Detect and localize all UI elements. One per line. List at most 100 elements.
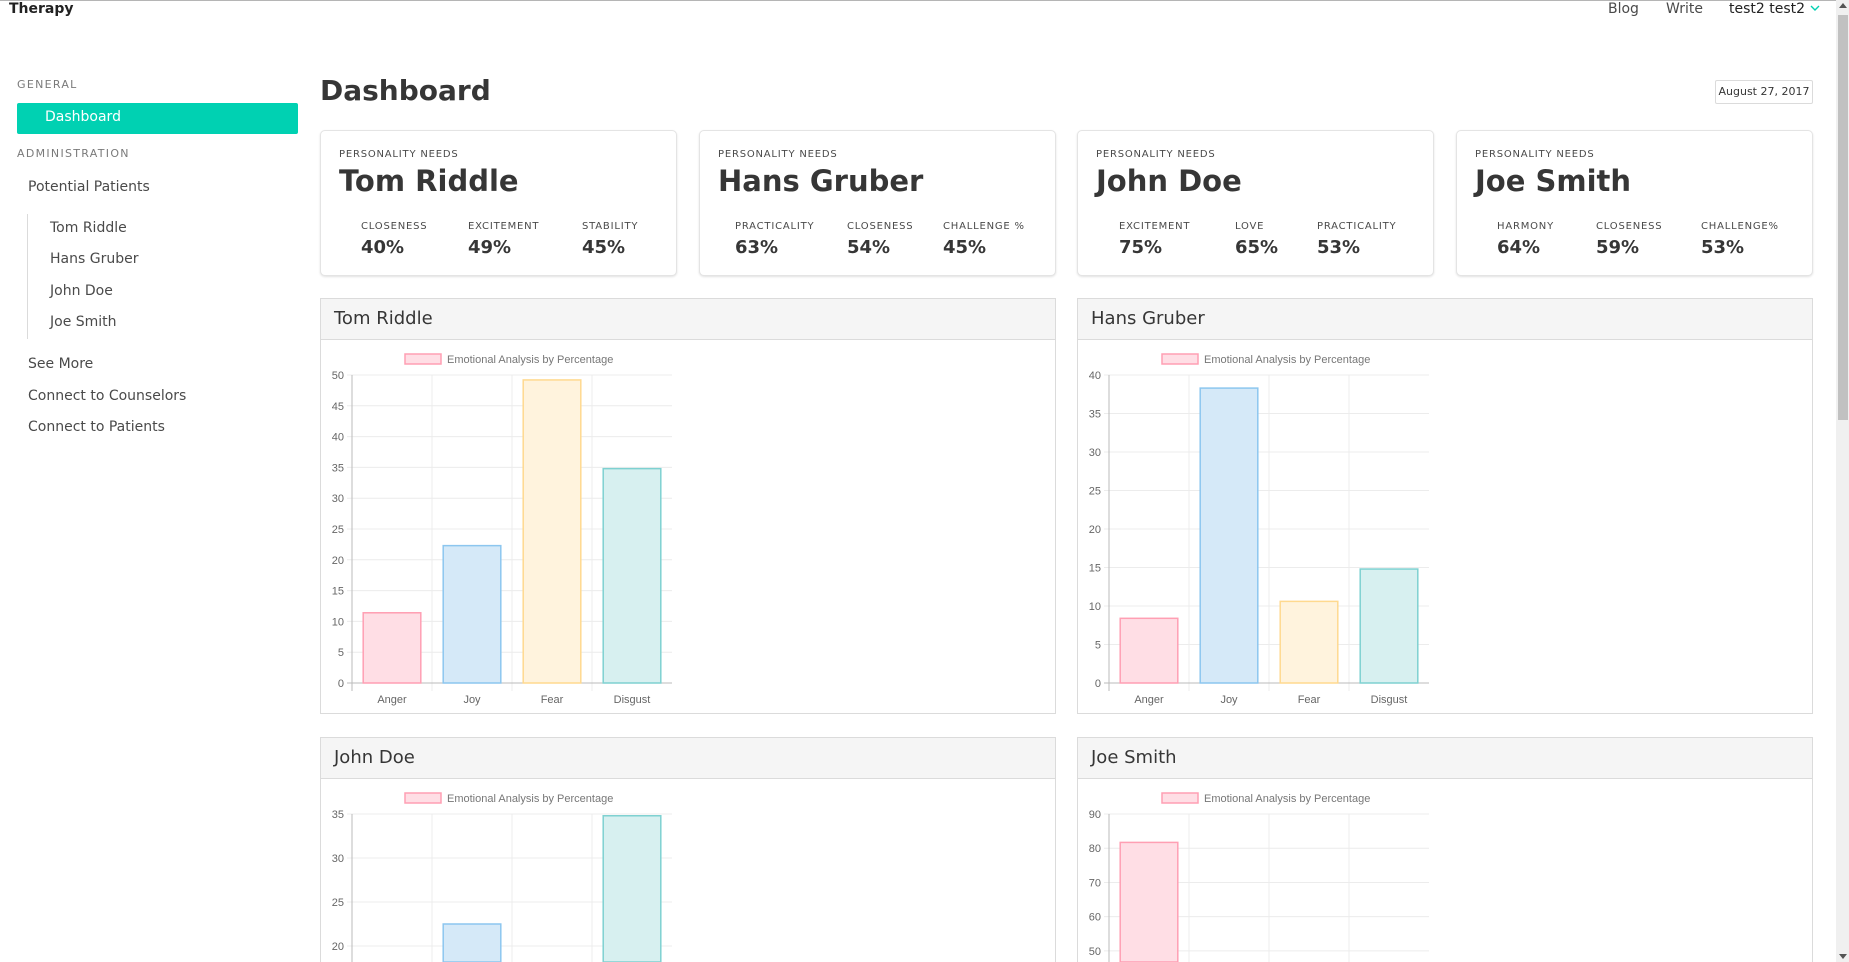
- y-tick-label: 0: [338, 678, 344, 690]
- card-kicker: PERSONALITY NEEDS: [1096, 149, 1216, 160]
- legend-swatch: [1161, 792, 1199, 804]
- scroll-down-icon[interactable]: [1839, 954, 1847, 959]
- metric-value: 49%: [468, 237, 512, 258]
- y-tick-label: 35: [332, 462, 344, 474]
- card-metric: EXCITEMENT 49%: [468, 221, 539, 258]
- sidebar-item-joe-smith[interactable]: Joe Smith: [50, 314, 117, 330]
- sidebar-item-potential-patients[interactable]: Potential Patients: [28, 179, 150, 195]
- metric-label: CLOSENESS: [361, 221, 428, 232]
- metric-value: 45%: [943, 237, 987, 258]
- page-scrollbar[interactable]: [1836, 0, 1849, 962]
- y-tick-label: 20: [332, 941, 344, 953]
- panel-title: Tom Riddle: [321, 299, 1055, 340]
- chevron-down-icon[interactable]: [1808, 2, 1822, 14]
- card-metric: EXCITEMENT 75%: [1119, 221, 1190, 258]
- bar-disgust: [1359, 568, 1419, 684]
- card-metric: CLOSENESS 54%: [847, 221, 913, 258]
- sidebar-item-tom-riddle[interactable]: Tom Riddle: [50, 220, 127, 236]
- y-tick-label: 30: [332, 853, 344, 865]
- sidebar-item-see-more[interactable]: See More: [28, 356, 94, 372]
- metric-label: PRACTICALITY: [1317, 221, 1397, 232]
- card-kicker: PERSONALITY NEEDS: [1475, 149, 1595, 160]
- menu-label-general: GENERAL: [17, 78, 78, 91]
- metric-label: CHALLENGE %: [943, 221, 1025, 232]
- legend-label: Emotional Analysis by Percentage: [447, 793, 613, 805]
- bar-chart-hans-gruber: Emotional Analysis by Percentage 0 5 10 15 20…: [1089, 353, 1429, 706]
- metric-value: 65%: [1235, 237, 1279, 258]
- y-tick-label: 30: [1089, 447, 1101, 459]
- card-name: Joe Smith: [1475, 164, 1632, 198]
- legend-label: Emotional Analysis by Percentage: [1204, 354, 1370, 366]
- y-tick-label: 25: [332, 524, 344, 536]
- nav-blog-link[interactable]: Blog: [1608, 1, 1639, 17]
- legend-label: Emotional Analysis by Percentage: [447, 354, 613, 366]
- y-tick-label: 60: [1089, 912, 1101, 924]
- y-tick-label: 5: [338, 647, 344, 659]
- metric-value: 75%: [1119, 237, 1163, 258]
- sidebar-item-hans-gruber[interactable]: Hans Gruber: [50, 251, 139, 267]
- y-tick-label: 50: [332, 370, 344, 382]
- page-title: Dashboard: [320, 74, 491, 107]
- bar-chart-tom-riddle: Emotional Analysis by Percentage 0 5 10 15 20…: [332, 353, 672, 706]
- bar-joy: [442, 544, 502, 684]
- sidebar-item-john-doe[interactable]: John Doe: [50, 283, 113, 299]
- scrollbar-thumb[interactable]: [1838, 15, 1848, 420]
- x-tick-label: Anger: [1134, 694, 1164, 706]
- sidebar-item-connect-patients[interactable]: Connect to Patients: [28, 419, 165, 435]
- bar-disgust: [602, 815, 662, 962]
- y-tick-label: 45: [332, 401, 344, 413]
- y-tick-label: 90: [1089, 809, 1101, 821]
- nav-write-link[interactable]: Write: [1666, 1, 1703, 17]
- bar-joy: [1199, 387, 1259, 684]
- y-tick-label: 10: [1089, 601, 1101, 613]
- y-tick-label: 70: [1089, 877, 1101, 889]
- stat-card-hans-gruber: PERSONALITY NEEDS Hans Gruber PRACTICALI…: [699, 130, 1056, 276]
- card-metric: CHALLENGE % 45%: [943, 221, 1025, 258]
- metric-value: 63%: [735, 237, 779, 258]
- metric-label: STABILITY: [582, 221, 639, 232]
- card-metric: CLOSENESS 40%: [361, 221, 427, 258]
- legend-label: Emotional Analysis by Percentage: [1204, 793, 1370, 805]
- y-tick-label: 20: [1089, 524, 1101, 536]
- y-tick-label: 10: [332, 616, 344, 628]
- metric-label: PRACTICALITY: [735, 221, 815, 232]
- metric-value: 54%: [847, 237, 891, 258]
- x-tick-label: Disgust: [1371, 694, 1408, 706]
- y-tick-label: 15: [1089, 563, 1101, 575]
- card-kicker: PERSONALITY NEEDS: [339, 149, 459, 160]
- metric-value: 53%: [1317, 237, 1361, 258]
- brand-logo[interactable]: Therapy: [9, 1, 74, 17]
- date-display[interactable]: August 27, 2017: [1715, 80, 1813, 104]
- metric-value: 53%: [1701, 237, 1745, 258]
- metric-label: CLOSENESS: [847, 221, 914, 232]
- y-tick-label: 20: [332, 555, 344, 567]
- legend-swatch: [404, 353, 442, 365]
- sidebar-item-dashboard[interactable]: Dashboard: [17, 103, 298, 134]
- metric-value: 45%: [582, 237, 626, 258]
- x-tick-label: Disgust: [614, 694, 651, 706]
- card-name: Hans Gruber: [718, 164, 924, 198]
- legend-swatch: [404, 792, 442, 804]
- sidebar-item-connect-counselors[interactable]: Connect to Counselors: [28, 388, 187, 404]
- bar-anger: [362, 612, 422, 684]
- metric-label: CLOSENESS: [1596, 221, 1663, 232]
- card-metric: PRACTICALITY 63%: [735, 221, 814, 258]
- y-tick-label: 25: [332, 897, 344, 909]
- y-tick-label: 50: [1089, 946, 1101, 958]
- y-tick-label: 40: [332, 432, 344, 444]
- card-metric: LOVE 65%: [1235, 221, 1278, 258]
- chart-panel-hans-gruber: Hans Gruber Emotional Analysis by Percen…: [1077, 298, 1813, 714]
- y-tick-label: 80: [1089, 843, 1101, 855]
- y-tick-label: 35: [332, 809, 344, 821]
- bar-chart-joe-smith: Emotional Analysis by Percentage 50 60 70 80…: [1089, 792, 1429, 962]
- submenu-divider: [27, 214, 28, 339]
- chart-panel-john-doe: John Doe Emotional Analysis by Percentag…: [320, 737, 1056, 962]
- scroll-up-icon[interactable]: [1839, 3, 1847, 8]
- chart-panel-joe-smith: Joe Smith Emotional Analysis by Percenta…: [1077, 737, 1813, 962]
- card-metric: CLOSENESS 59%: [1596, 221, 1662, 258]
- bar-fear: [522, 379, 582, 684]
- stat-card-john-doe: PERSONALITY NEEDS John Doe EXCITEMENT 75%…: [1077, 130, 1434, 276]
- user-menu[interactable]: test2 test2: [1729, 1, 1806, 17]
- stat-card-tom-riddle: PERSONALITY NEEDS Tom Riddle CLOSENESS 40…: [320, 130, 677, 276]
- metric-value: 64%: [1497, 237, 1541, 258]
